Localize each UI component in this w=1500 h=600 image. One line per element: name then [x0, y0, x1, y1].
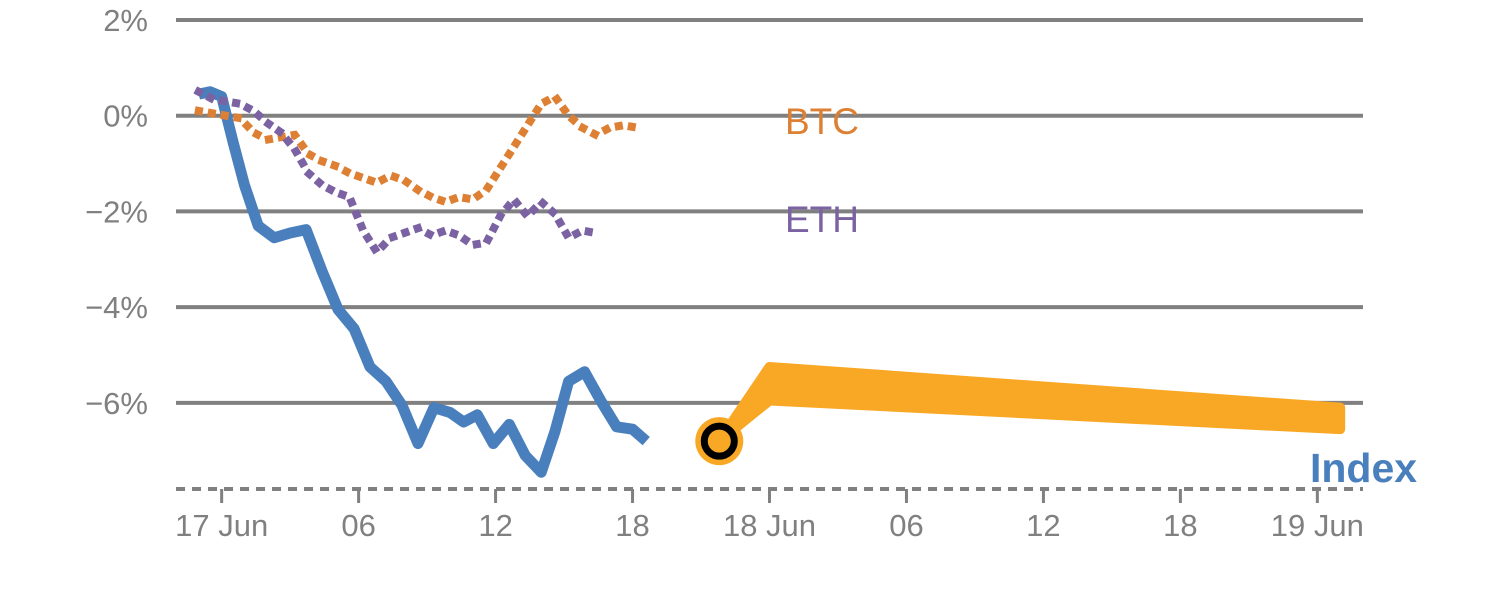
- data-series-group: [193, 86, 650, 478]
- forecast-cone-area: [714, 361, 1346, 447]
- x-tick-label-7: 18: [1163, 508, 1197, 543]
- x-tick-label-6: 12: [1026, 508, 1060, 543]
- btc-label: BTC: [785, 101, 859, 142]
- series-annotations: BTC ETH Index: [785, 101, 1417, 491]
- eth-label: ETH: [785, 199, 859, 240]
- y-tick-label-0: 2%: [103, 3, 148, 38]
- x-tick-label-0: 17 Jun: [175, 508, 268, 543]
- x-tick-label-4: 18 Jun: [723, 508, 816, 543]
- x-tick-label-5: 06: [889, 508, 923, 543]
- y-tick-label-2: −2%: [85, 194, 148, 229]
- y-tick-label-1: 0%: [103, 99, 148, 134]
- y-tick-label-3: −4%: [85, 290, 148, 325]
- y-tick-label-4: −6%: [85, 386, 148, 421]
- marker-ring[interactable]: [700, 422, 738, 460]
- current-value-marker[interactable]: [695, 417, 744, 466]
- x-tick-label-1: 06: [341, 508, 375, 543]
- y-gridlines: [176, 18, 1363, 405]
- x-tick-label-2: 12: [478, 508, 512, 543]
- forecast-cone-polygon: [714, 361, 1346, 447]
- x-tick-label-8: 19 Jun: [1271, 508, 1364, 543]
- series-line-eth: [193, 86, 601, 259]
- series-line-btc: [194, 91, 642, 207]
- series-line-index: [197, 86, 650, 478]
- x-tick-label-3: 18: [615, 508, 649, 543]
- y-axis-tick-labels: 2% 0% −2% −4% −6%: [85, 3, 148, 421]
- x-axis-tick-marks: [220, 489, 1319, 503]
- x-axis-tick-labels: 17 Jun 06 12 18 18 Jun 06 12 18 19 Jun: [175, 508, 1364, 543]
- index-label: Index: [1310, 445, 1417, 491]
